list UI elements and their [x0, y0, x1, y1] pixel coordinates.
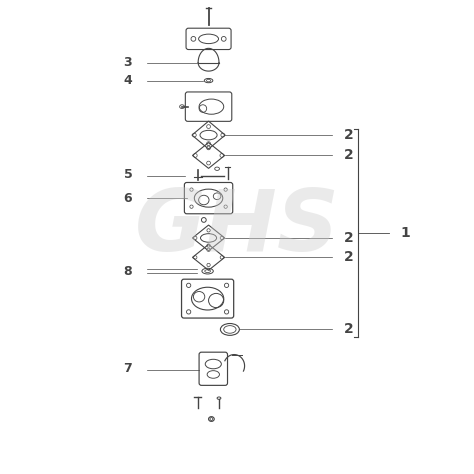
- Text: GHS: GHS: [135, 186, 339, 269]
- Text: 2: 2: [344, 322, 353, 337]
- Text: 6: 6: [124, 191, 132, 205]
- Text: 8: 8: [124, 264, 132, 278]
- Text: 2: 2: [344, 231, 353, 245]
- Text: 2: 2: [344, 250, 353, 264]
- Text: 4: 4: [124, 74, 132, 87]
- Text: 1: 1: [401, 226, 410, 240]
- Text: 5: 5: [124, 168, 132, 181]
- Text: 3: 3: [124, 56, 132, 69]
- Text: 2: 2: [344, 148, 353, 163]
- Text: 2: 2: [344, 128, 353, 142]
- Text: 7: 7: [124, 362, 132, 375]
